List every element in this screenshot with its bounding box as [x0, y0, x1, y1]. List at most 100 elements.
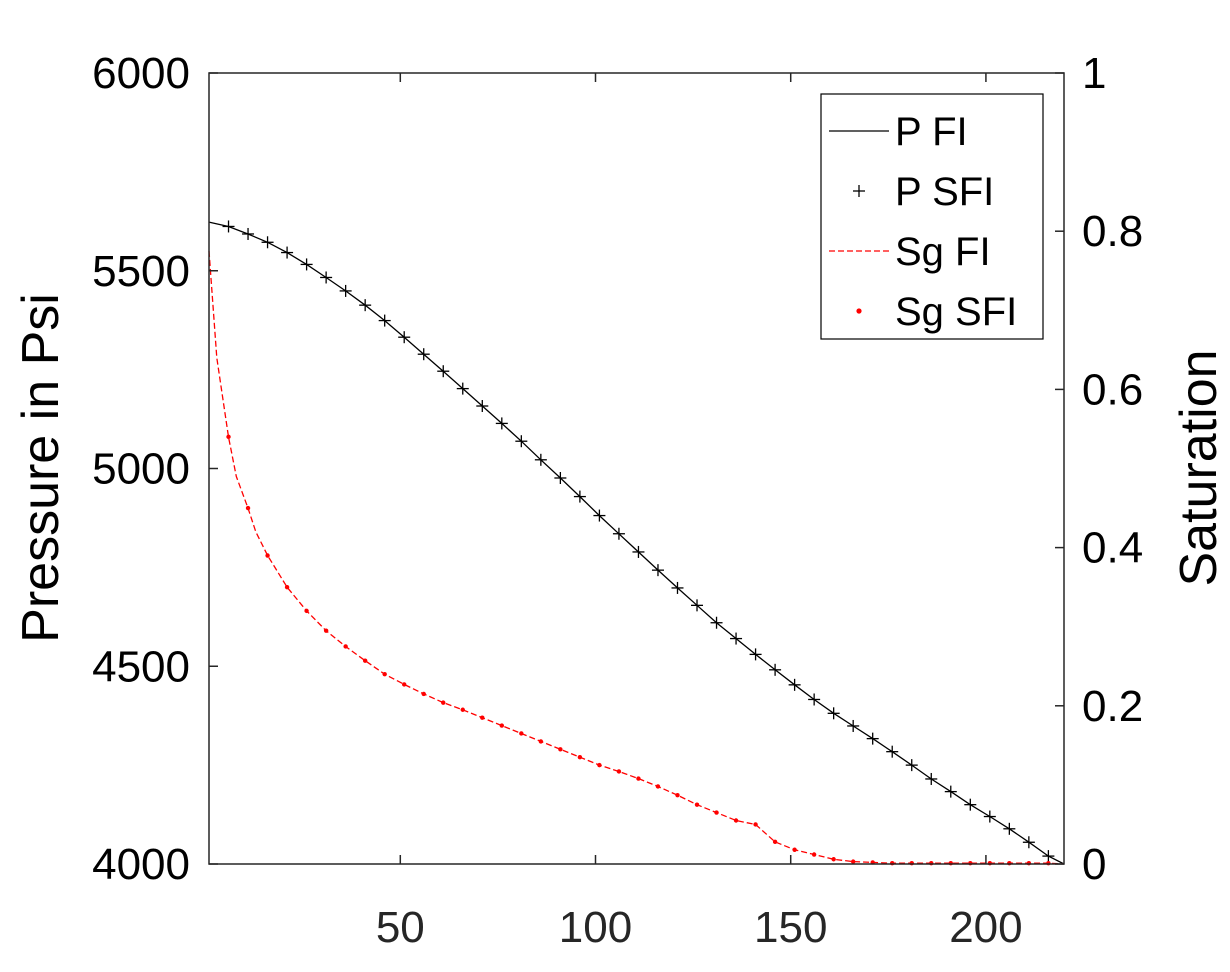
data-point-p-sfi	[827, 707, 840, 720]
data-point-p-sfi	[925, 772, 938, 785]
data-point-p-sfi	[808, 693, 821, 706]
data-point-p-sfi	[476, 400, 489, 413]
legend-label: P SFI	[895, 170, 994, 214]
data-point-p-sfi	[769, 663, 782, 676]
data-point-p-sfi	[788, 678, 801, 691]
data-point-sg-sfi	[460, 707, 465, 712]
y-right-tick-label: 0.6	[1082, 365, 1143, 414]
data-point-sg-sfi	[616, 769, 622, 774]
data-point-sg-sfi	[597, 762, 602, 768]
data-point-p-sfi	[1003, 822, 1016, 835]
data-point-sg-sfi	[558, 747, 563, 752]
data-point-p-sfi	[339, 284, 352, 297]
y-right-tick-label: 1	[1082, 49, 1106, 98]
data-point-p-sfi	[944, 785, 957, 798]
y-left-tick-label: 4000	[92, 840, 190, 889]
data-point-p-sfi	[456, 382, 469, 395]
data-point-p-sfi	[242, 227, 255, 240]
data-point-p-sfi	[905, 759, 918, 772]
y-right-axis-label: Saturation	[1170, 349, 1228, 586]
y-left-tick-label: 5500	[92, 247, 190, 296]
data-point-sg-sfi	[284, 584, 290, 590]
legend-entry-p-sfi: P SFI	[853, 170, 994, 214]
y-left-tick-label: 6000	[92, 49, 190, 98]
legend-entry-p-fi: P FI	[829, 110, 968, 154]
legend-label: P FI	[895, 110, 968, 154]
y-right-tick-label: 0.4	[1082, 524, 1143, 573]
data-point-p-sfi	[1042, 850, 1055, 863]
legend-entry-sg-fi: Sg FI	[829, 230, 991, 274]
data-point-p-sfi	[300, 258, 313, 271]
data-point-sg-sfi	[323, 628, 329, 633]
data-point-sg-sfi	[441, 700, 446, 705]
y-left-tick-label: 4500	[92, 642, 190, 691]
data-point-p-sfi	[866, 732, 879, 745]
y-right-tick-label: 0	[1082, 840, 1106, 889]
data-point-p-sfi	[691, 599, 704, 612]
data-point-p-sfi	[359, 299, 372, 312]
legend: P FI P SFI Sg FI Sg SFI	[820, 93, 1044, 340]
data-point-p-sfi	[378, 314, 391, 327]
series-line-sg-fi	[208, 250, 1065, 865]
data-point-sg-sfi	[792, 847, 797, 852]
data-point-sg-sfi	[714, 810, 719, 815]
ticks-layer: 50 100 150 200 4000 4500 5000 5500 6000 0 0.2 0.4 0.…	[92, 49, 1143, 952]
data-point-sg-sfi	[499, 723, 505, 728]
data-point-p-sfi	[437, 365, 450, 378]
data-point-sg-sfi	[265, 553, 270, 558]
x-tick-label: 150	[754, 903, 827, 952]
data-point-p-sfi	[632, 545, 645, 558]
data-point-sg-sfi	[811, 852, 817, 857]
data-point-p-sfi	[710, 616, 723, 629]
data-point-sg-sfi	[226, 434, 231, 440]
data-point-sg-sfi	[636, 776, 641, 781]
y-right-tick-label: 0.2	[1082, 682, 1143, 731]
data-point-sg-sfi	[421, 691, 426, 697]
x-tick-label: 100	[559, 903, 632, 952]
x-tick-label: 50	[376, 903, 425, 952]
data-point-p-sfi	[554, 471, 567, 484]
y-right-tick-label: 0.8	[1082, 207, 1143, 256]
data-point-sg-sfi	[753, 822, 758, 827]
data-point-p-sfi	[612, 527, 625, 540]
data-point-p-sfi	[417, 348, 430, 361]
data-point-p-sfi	[886, 745, 899, 758]
data-point-p-sfi	[261, 236, 274, 249]
data-point-sg-sfi	[675, 792, 680, 798]
data-point-sg-sfi	[304, 608, 309, 614]
legend-label: Sg SFI	[895, 290, 1017, 334]
data-point-p-sfi	[671, 581, 684, 594]
y-left-tick-label: 5000	[92, 445, 190, 494]
data-point-sg-sfi	[850, 859, 856, 864]
x-tick-label: 200	[949, 903, 1022, 952]
data-point-sg-sfi	[694, 802, 700, 807]
data-point-sg-sfi	[362, 658, 368, 663]
data-point-p-sfi	[534, 453, 547, 466]
data-point-p-sfi	[398, 331, 411, 344]
data-point-sg-sfi	[402, 682, 407, 687]
data-point-p-sfi	[651, 564, 664, 577]
data-point-sg-sfi	[245, 505, 251, 511]
data-point-sg-sfi	[655, 784, 661, 789]
data-point-p-sfi	[730, 632, 743, 645]
data-point-p-sfi	[964, 798, 977, 811]
data-point-sg-sfi	[772, 839, 778, 845]
data-point-sg-sfi	[343, 644, 348, 649]
data-point-p-sfi	[281, 246, 294, 259]
data-point-p-sfi	[983, 810, 996, 823]
data-point-p-sfi	[515, 435, 528, 448]
data-point-sg-sfi	[519, 731, 524, 736]
data-point-sg-sfi	[733, 818, 739, 823]
data-point-sg-sfi	[577, 755, 583, 760]
data-point-p-sfi	[573, 490, 586, 503]
legend-box	[820, 93, 1044, 340]
legend-swatch	[856, 308, 862, 314]
legend-entry-sg-sfi: Sg SFI	[856, 290, 1017, 334]
data-point-p-sfi	[222, 220, 235, 233]
data-point-sg-sfi	[831, 857, 836, 862]
data-point-p-sfi	[320, 271, 333, 284]
data-point-p-sfi	[1022, 836, 1035, 849]
data-point-sg-sfi	[538, 739, 544, 744]
legend-swatch	[853, 185, 865, 197]
